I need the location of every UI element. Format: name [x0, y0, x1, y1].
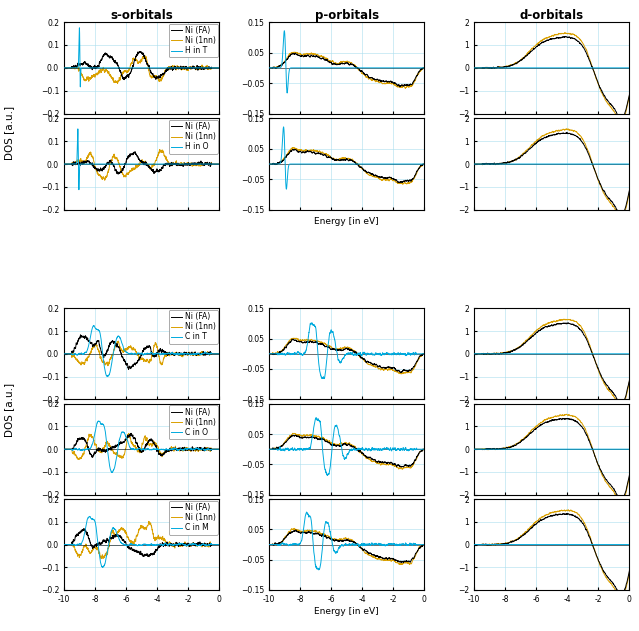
Legend: Ni (FA), Ni (1nn), C in T: Ni (FA), Ni (1nn), C in T [169, 310, 218, 344]
Legend: Ni (FA), Ni (1nn), C in O: Ni (FA), Ni (1nn), C in O [169, 405, 218, 439]
Legend: Ni (FA), Ni (1nn), H in O: Ni (FA), Ni (1nn), H in O [169, 120, 218, 153]
Text: DOS [a.u.]: DOS [a.u.] [4, 383, 15, 437]
X-axis label: Energy [in eV]: Energy [in eV] [314, 606, 379, 616]
Title: s-orbitals: s-orbitals [110, 9, 173, 22]
Legend: Ni (FA), Ni (1nn), H in T: Ni (FA), Ni (1nn), H in T [169, 23, 218, 57]
X-axis label: Energy [in eV]: Energy [in eV] [314, 218, 379, 227]
Title: p-orbitals: p-orbitals [314, 9, 379, 22]
Text: DOS [a.u.]: DOS [a.u.] [4, 105, 15, 160]
Title: d-orbitals: d-orbitals [520, 9, 584, 22]
Legend: Ni (FA), Ni (1nn), C in M: Ni (FA), Ni (1nn), C in M [169, 500, 218, 534]
